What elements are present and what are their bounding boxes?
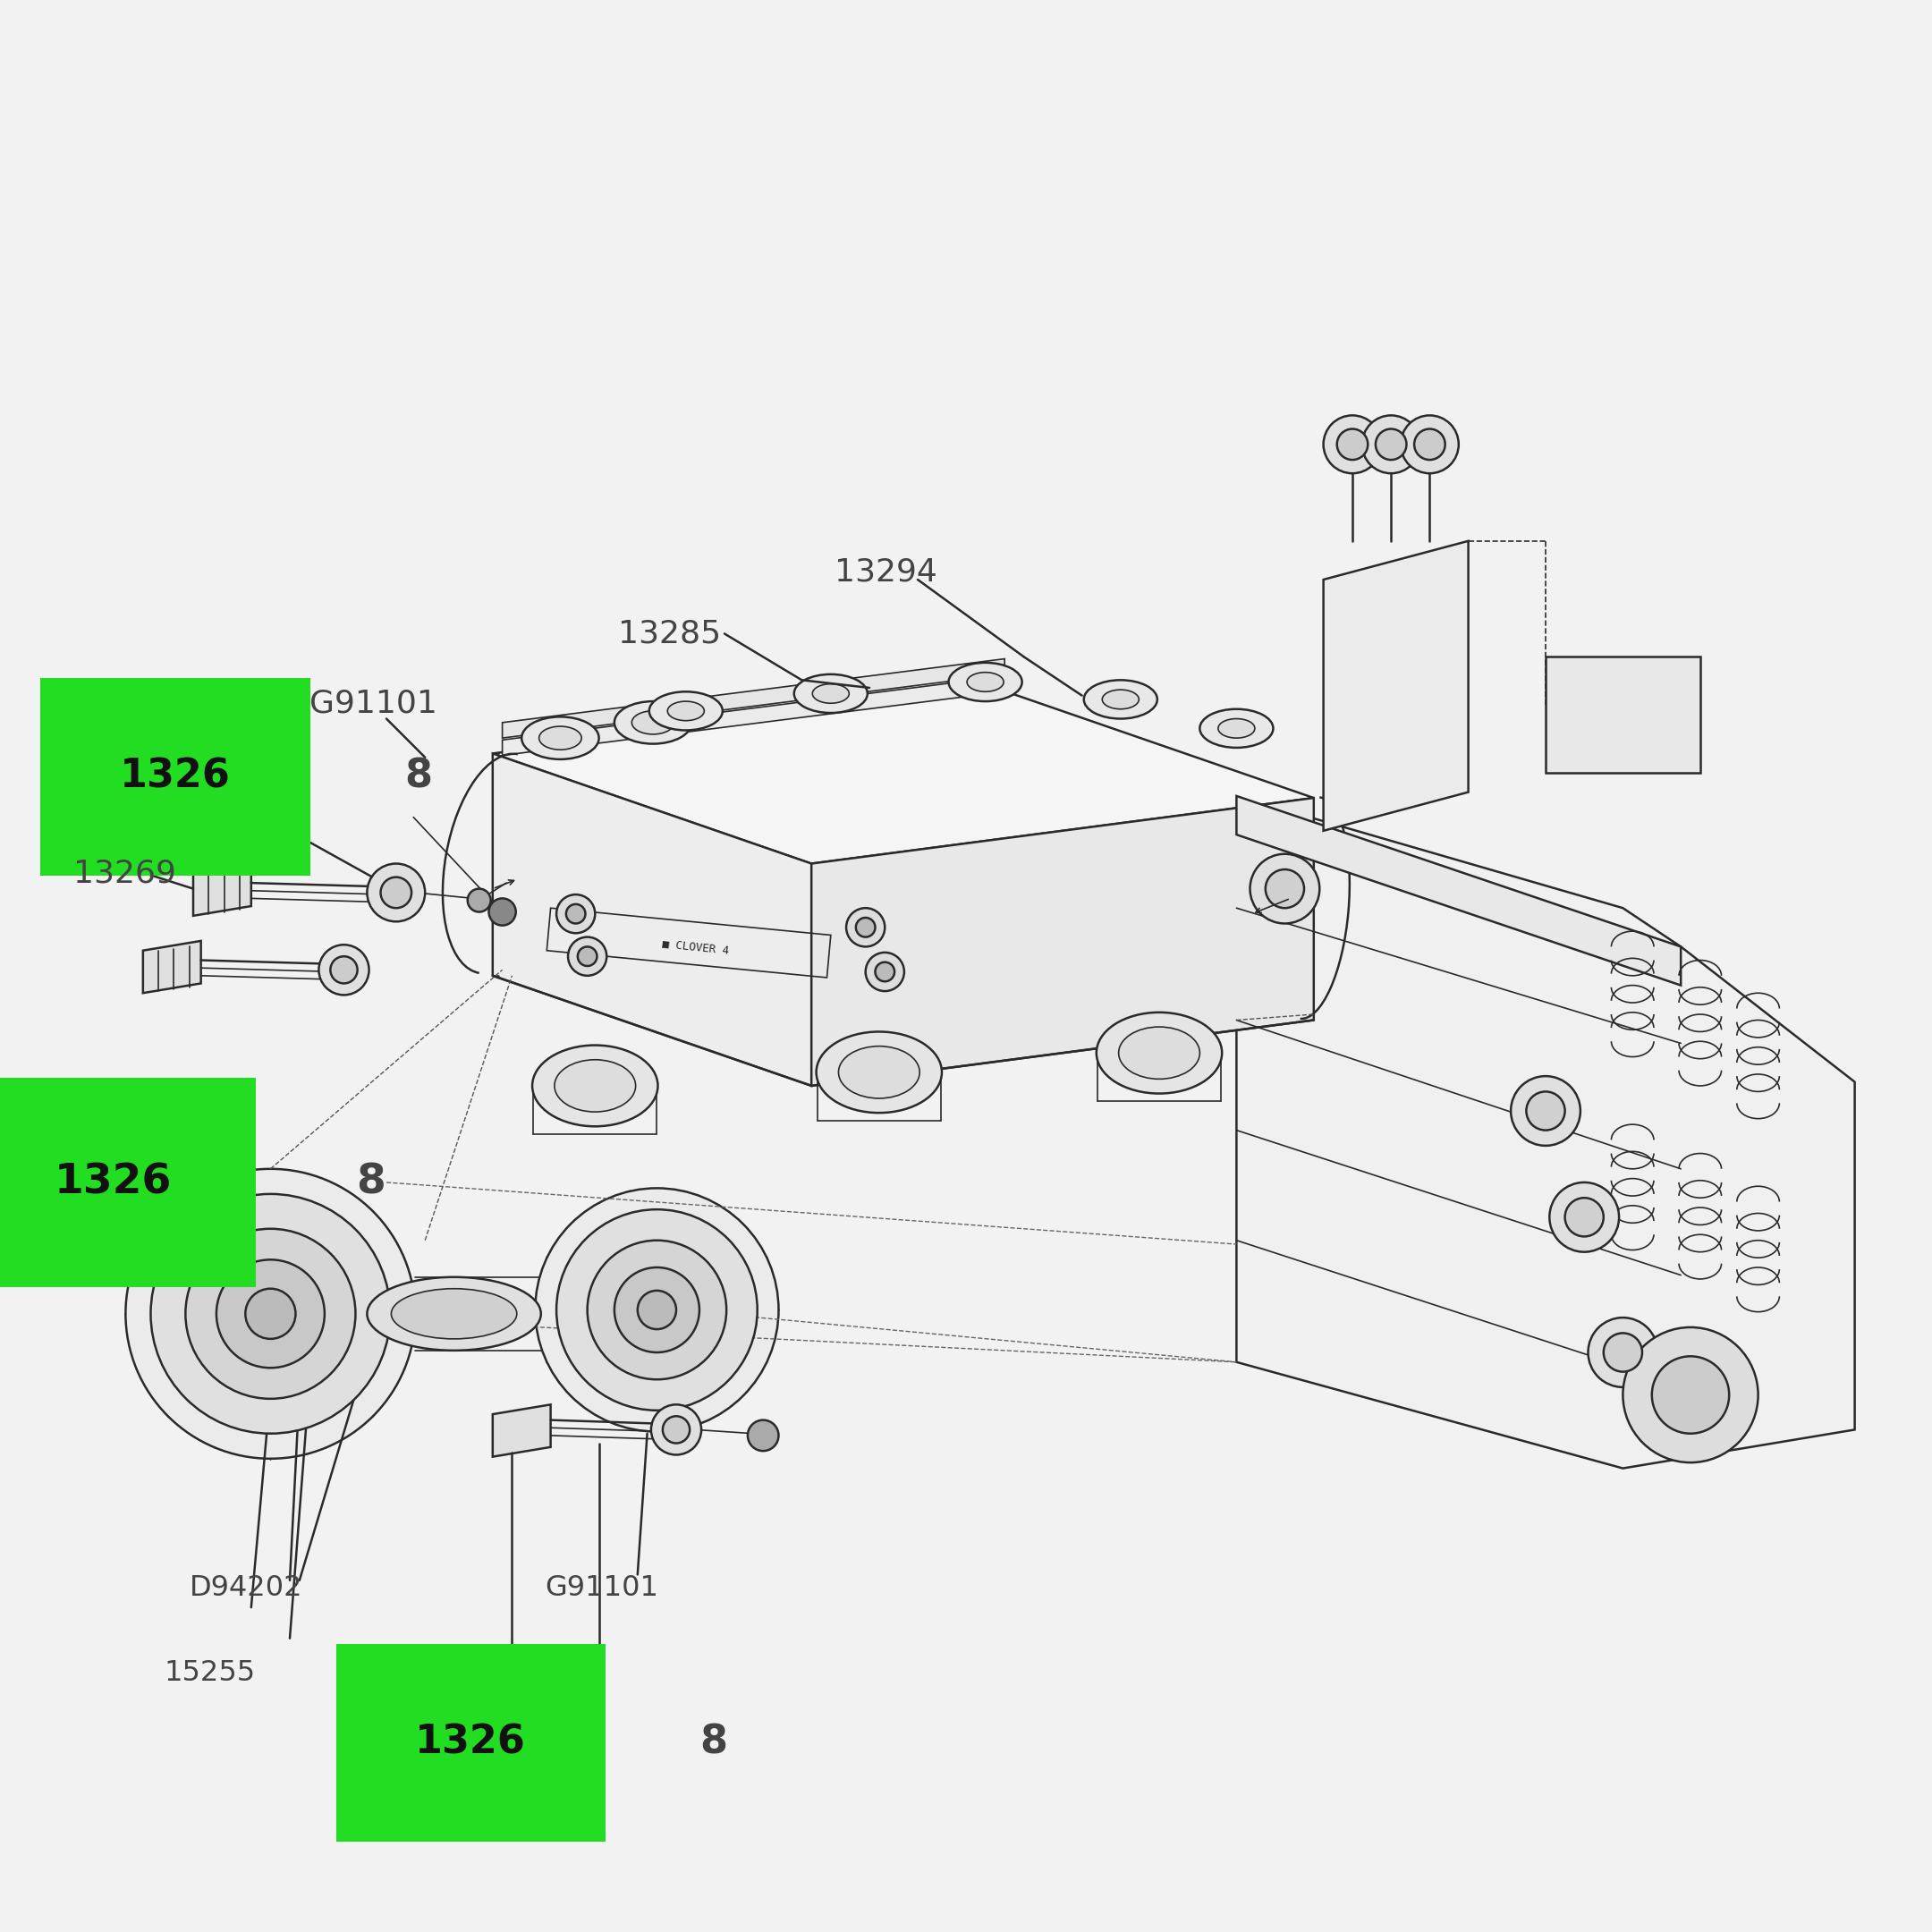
- Circle shape: [568, 937, 607, 976]
- Text: 13269: 13269: [73, 858, 176, 889]
- Circle shape: [875, 962, 895, 981]
- Ellipse shape: [838, 1047, 920, 1097]
- Polygon shape: [502, 676, 1005, 755]
- Circle shape: [330, 956, 357, 983]
- Circle shape: [566, 904, 585, 923]
- Ellipse shape: [817, 1032, 943, 1113]
- Circle shape: [185, 1229, 355, 1399]
- Circle shape: [587, 1240, 726, 1379]
- Text: 8: 8: [404, 757, 433, 796]
- Circle shape: [748, 1420, 779, 1451]
- Ellipse shape: [794, 674, 867, 713]
- Polygon shape: [1236, 796, 1855, 1468]
- Circle shape: [556, 895, 595, 933]
- Polygon shape: [193, 864, 251, 916]
- Circle shape: [1414, 429, 1445, 460]
- Circle shape: [1265, 869, 1304, 908]
- Ellipse shape: [522, 717, 599, 759]
- Ellipse shape: [811, 684, 850, 703]
- Circle shape: [151, 1194, 390, 1434]
- Polygon shape: [502, 659, 1005, 738]
- Circle shape: [1337, 429, 1368, 460]
- Polygon shape: [493, 688, 1314, 864]
- Circle shape: [216, 1260, 325, 1368]
- Text: 1326: 1326: [120, 757, 230, 796]
- Text: 8: 8: [355, 1163, 386, 1202]
- Text: 8: 8: [699, 1723, 728, 1762]
- Circle shape: [1623, 1327, 1758, 1463]
- Text: G91101: G91101: [545, 1575, 659, 1602]
- Circle shape: [1604, 1333, 1642, 1372]
- Text: 15255: 15255: [164, 1660, 255, 1687]
- Text: D94202: D94202: [189, 1575, 303, 1602]
- Circle shape: [1362, 415, 1420, 473]
- Ellipse shape: [531, 1045, 657, 1126]
- Circle shape: [489, 898, 516, 925]
- Ellipse shape: [1097, 1012, 1223, 1094]
- Text: 13294: 13294: [835, 556, 937, 587]
- Circle shape: [638, 1291, 676, 1329]
- Ellipse shape: [539, 726, 582, 750]
- Ellipse shape: [367, 1277, 541, 1350]
- Bar: [1546, 657, 1700, 773]
- Circle shape: [126, 1169, 415, 1459]
- Circle shape: [663, 1416, 690, 1443]
- Ellipse shape: [668, 701, 703, 721]
- Ellipse shape: [949, 663, 1022, 701]
- Circle shape: [556, 1209, 757, 1410]
- Ellipse shape: [1101, 690, 1140, 709]
- Circle shape: [1565, 1198, 1604, 1236]
- Circle shape: [1588, 1318, 1658, 1387]
- Circle shape: [245, 1289, 296, 1339]
- Ellipse shape: [1119, 1028, 1200, 1078]
- Circle shape: [1250, 854, 1320, 923]
- Circle shape: [1323, 415, 1381, 473]
- Ellipse shape: [632, 711, 674, 734]
- Circle shape: [319, 945, 369, 995]
- Ellipse shape: [966, 672, 1005, 692]
- Circle shape: [614, 1267, 699, 1352]
- Polygon shape: [1323, 541, 1468, 831]
- Polygon shape: [143, 941, 201, 993]
- Circle shape: [1549, 1182, 1619, 1252]
- Text: 13285: 13285: [618, 618, 721, 649]
- Ellipse shape: [390, 1289, 518, 1339]
- Circle shape: [578, 947, 597, 966]
- Circle shape: [367, 864, 425, 922]
- Ellipse shape: [649, 692, 723, 730]
- Circle shape: [381, 877, 412, 908]
- Ellipse shape: [1200, 709, 1273, 748]
- Circle shape: [1401, 415, 1459, 473]
- Polygon shape: [811, 798, 1314, 1086]
- Polygon shape: [493, 1405, 551, 1457]
- Polygon shape: [1236, 796, 1681, 985]
- Text: ■ CLOVER 4: ■ CLOVER 4: [661, 937, 730, 956]
- Circle shape: [1652, 1356, 1729, 1434]
- Text: G91101: G91101: [309, 688, 437, 719]
- Circle shape: [651, 1405, 701, 1455]
- Circle shape: [468, 889, 491, 912]
- Ellipse shape: [554, 1059, 636, 1111]
- Polygon shape: [493, 753, 811, 1086]
- Text: 1326: 1326: [415, 1723, 526, 1762]
- Circle shape: [866, 952, 904, 991]
- Circle shape: [535, 1188, 779, 1432]
- Circle shape: [846, 908, 885, 947]
- Circle shape: [1376, 429, 1406, 460]
- Circle shape: [1526, 1092, 1565, 1130]
- Ellipse shape: [1219, 719, 1256, 738]
- Ellipse shape: [1084, 680, 1157, 719]
- Ellipse shape: [614, 701, 692, 744]
- Text: 1326: 1326: [54, 1163, 172, 1202]
- Circle shape: [856, 918, 875, 937]
- Circle shape: [1511, 1076, 1580, 1146]
